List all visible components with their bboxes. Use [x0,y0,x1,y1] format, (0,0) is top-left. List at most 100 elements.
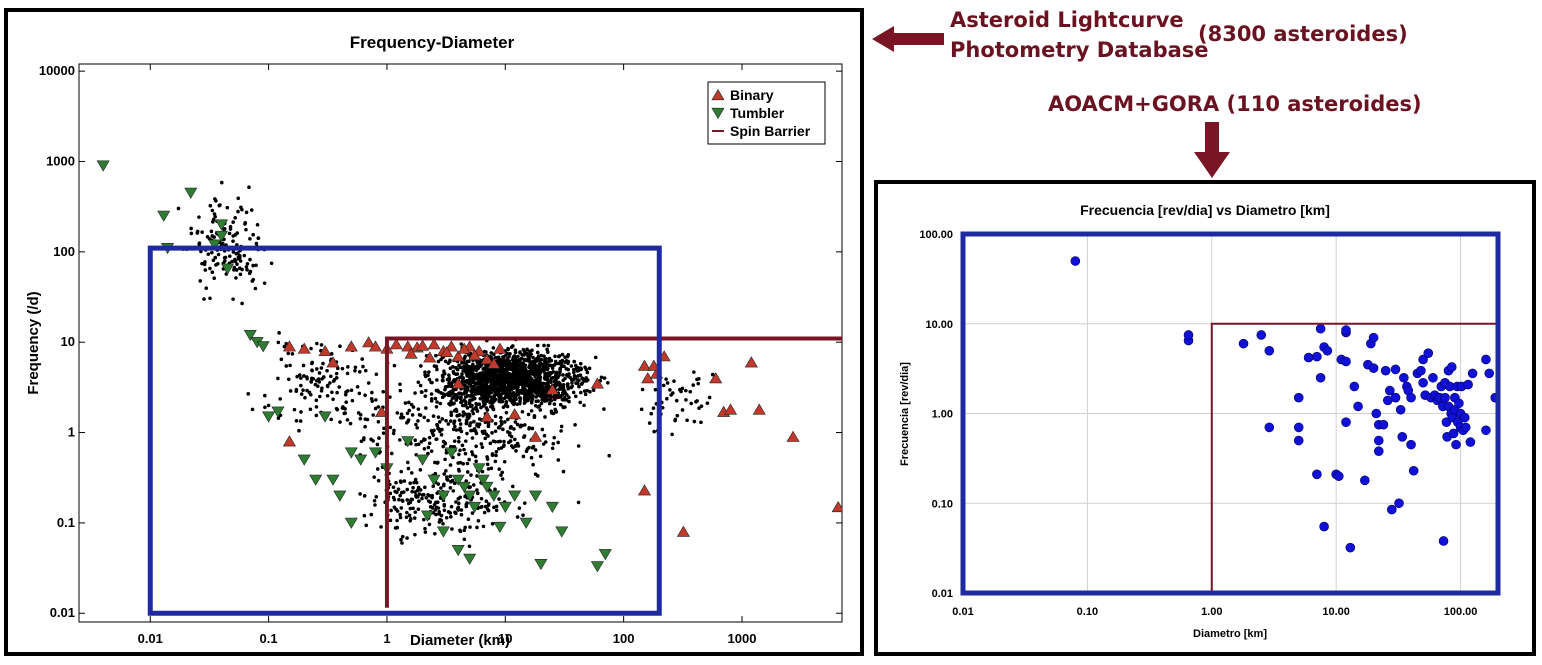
y-tick-label: 10 [61,334,75,349]
population-point [419,364,423,368]
population-point [448,511,453,515]
population-point [651,406,656,410]
population-point [405,411,410,416]
tumbler-point [476,474,490,486]
population-point [550,375,555,380]
population-point [560,352,565,357]
population-point [379,525,383,529]
population-point [501,427,505,432]
population-point [520,364,525,369]
population-point [305,376,309,381]
population-point [526,412,531,417]
population-point [277,331,281,335]
asteroid-point [1341,417,1351,427]
population-point [561,469,566,474]
tumbler-point [480,481,494,493]
population-point [439,513,444,518]
population-point [375,442,380,447]
population-point [396,487,401,491]
population-point [491,387,495,392]
population-point [434,353,438,358]
population-point [559,424,564,429]
population-point [429,396,434,401]
x-tick-label: 0.1 [260,631,278,646]
population-point [481,383,485,388]
population-point [534,391,538,395]
population-point [223,259,227,263]
population-point [299,410,303,414]
population-point [588,389,592,394]
population-point [236,255,241,259]
population-point [678,387,682,392]
population-point [696,381,701,386]
asteroid-point [1070,256,1081,266]
population-point [563,397,568,402]
population-point [554,370,559,375]
population-point [684,388,688,393]
population-point [567,395,571,400]
population-point [451,387,456,392]
binary-point [440,345,454,358]
population-point [409,471,414,475]
population-point [450,527,454,531]
population-point [319,343,324,347]
population-point [454,428,459,432]
population-point [472,396,477,401]
population-point [321,361,325,366]
binary-point [404,347,418,359]
population-point [413,477,418,482]
y-tick-label: 10.00 [925,319,953,331]
population-point [491,373,496,378]
population-point [238,259,243,263]
population-point [661,383,666,388]
population-point [444,451,449,455]
population-point [416,380,421,385]
population-point [576,374,580,378]
population-point [695,399,699,403]
population-point [439,391,443,395]
population-point [497,382,502,386]
population-point [419,390,424,394]
population-point [543,415,547,419]
population-point [262,281,267,285]
tumbler-point [344,517,358,529]
population-point [212,276,217,280]
population-point [480,445,485,450]
population-point [502,439,506,444]
population-point [519,376,524,380]
population-point [535,382,540,387]
population-point [374,495,379,499]
population-point [505,351,510,356]
population-point [496,439,501,444]
population-point [500,470,505,475]
population-point [558,359,563,364]
population-point [515,515,520,519]
asteroid-point [1454,398,1464,409]
population-point [246,392,251,396]
population-point [228,227,233,231]
population-point [210,270,215,275]
asteroid-point [1238,338,1249,349]
binary-point [389,338,403,350]
population-point [482,367,487,372]
population-point [403,401,408,405]
population-point [465,412,470,417]
population-point [444,418,448,423]
asteroid-point [1319,521,1329,532]
population-point [653,387,658,392]
population-point [449,410,453,415]
asteroid-point [1380,365,1391,376]
population-point [513,355,518,360]
population-point [210,208,215,213]
population-point [353,368,357,373]
population-point [471,411,476,416]
population-point [469,380,474,385]
population-point [427,441,432,446]
population-point [444,392,449,397]
population-point [549,363,554,368]
population-point [577,378,581,383]
population-point [213,255,218,260]
asteroid-point [1264,422,1275,433]
population-point [458,529,463,534]
population-point [419,439,424,444]
